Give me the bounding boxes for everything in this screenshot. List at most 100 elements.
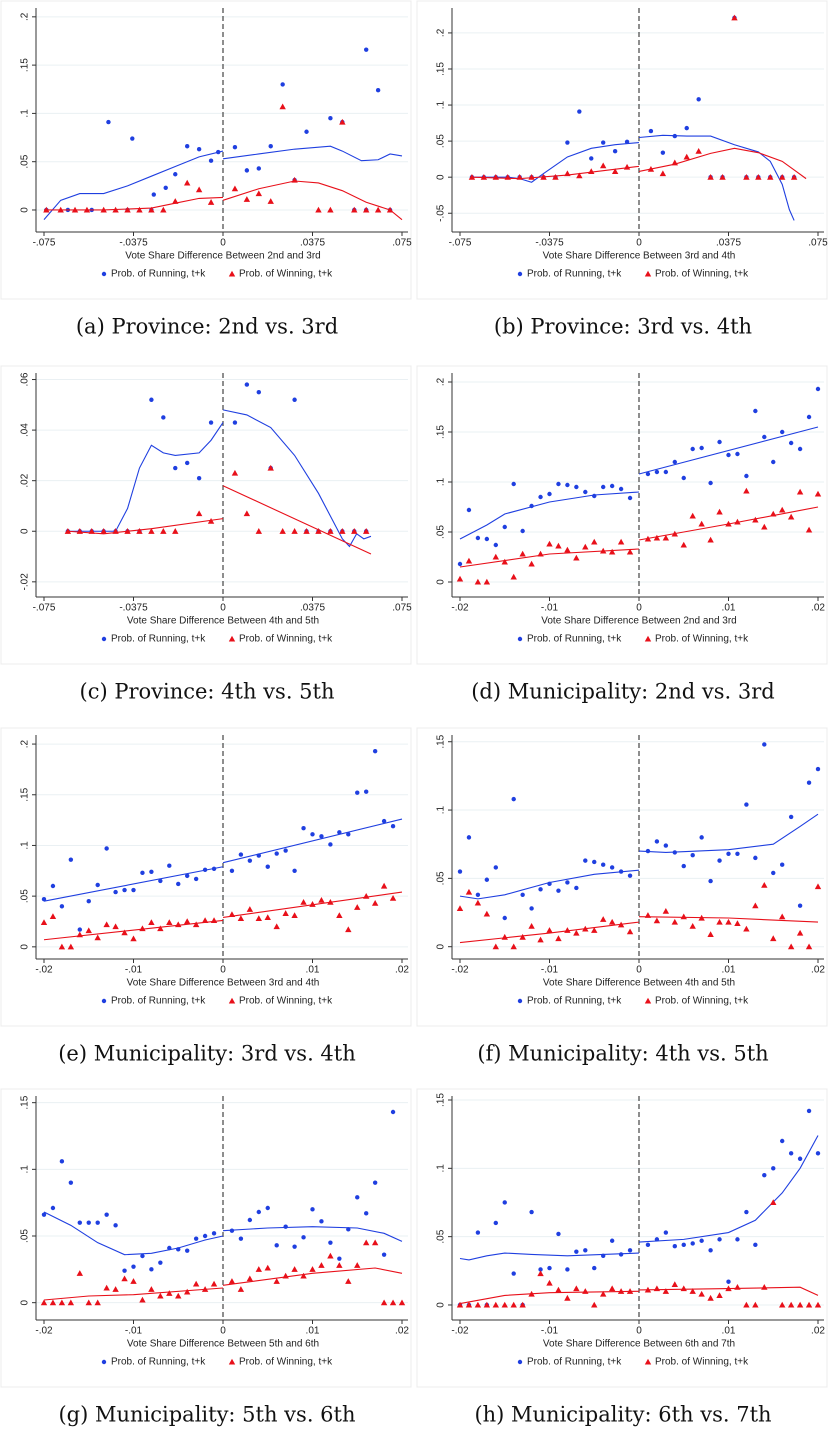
- triangle-point: [653, 1285, 661, 1292]
- dot-point: [583, 858, 588, 863]
- triangle-point: [519, 933, 526, 940]
- triangle-point: [210, 1280, 218, 1287]
- dot-point: [574, 1249, 579, 1254]
- triangle-point: [671, 918, 678, 925]
- y-tick-label: 0: [20, 528, 31, 534]
- dot-point: [372, 748, 378, 754]
- dot-point: [328, 1240, 333, 1245]
- dot-point: [208, 158, 214, 163]
- triangle-point: [175, 921, 182, 928]
- dot-point: [663, 843, 669, 848]
- panel: 0 .05 .1 .15 -.02 -.01 0 .01 .02 Vote Share Diffe…: [0, 1088, 412, 1427]
- dot-point: [101, 636, 107, 642]
- dot-point: [176, 1247, 181, 1252]
- panel-frame: [416, 365, 828, 665]
- triangle-point: [243, 510, 251, 517]
- dot-point: [815, 386, 821, 392]
- dot-point: [238, 1236, 244, 1241]
- triangle-point: [160, 206, 167, 213]
- triangle-point: [644, 635, 652, 642]
- legend-label: Prob. of Running, t+k: [111, 996, 206, 1007]
- panel: 0 .05 .1 .15 .2 -.075 -.0375 0 .0375 .075 Vote Sha…: [0, 0, 412, 339]
- triangle-point: [130, 935, 137, 942]
- dot-point: [618, 869, 624, 874]
- dot-point: [86, 899, 91, 904]
- triangle-point: [100, 206, 107, 213]
- panel: 0 .05 .1 .15 .2 -.02 -.01 0 .01 .02 Vote Share Dif…: [416, 365, 828, 704]
- dot-point: [583, 1248, 588, 1253]
- triangle-point: [380, 1299, 388, 1306]
- triangle-point: [351, 528, 358, 534]
- triangle-point: [573, 929, 580, 936]
- triangle-point: [121, 1275, 128, 1282]
- x-tick-label: -.01: [125, 965, 143, 976]
- legend-label: Prob. of Running, t+k: [527, 269, 622, 280]
- triangle-point: [291, 1266, 298, 1272]
- triangle-point: [546, 1279, 553, 1286]
- dot-point: [511, 796, 516, 802]
- dot-point: [256, 166, 261, 171]
- triangle-point: [88, 528, 95, 534]
- triangle-point: [315, 528, 322, 534]
- dot-point: [104, 1212, 109, 1217]
- triangle-point: [124, 528, 131, 534]
- triangle-point: [662, 1288, 670, 1294]
- y-tick-label: .05: [20, 154, 31, 168]
- triangle-point: [752, 516, 759, 523]
- triangle-point: [528, 173, 535, 180]
- x-tick-label: -.01: [125, 1326, 143, 1337]
- dot-point: [660, 150, 666, 155]
- triangle-point: [734, 1284, 741, 1290]
- triangle-point: [303, 528, 310, 534]
- dot-point: [565, 880, 570, 885]
- dot-point: [77, 927, 83, 932]
- triangle-point: [228, 997, 236, 1004]
- x-axis-title: Vote Share Difference Between 6th and 7t…: [543, 1339, 735, 1350]
- x-axis-title: Vote Share Difference Between 3rd and 4t…: [127, 978, 320, 989]
- dot-point: [95, 882, 100, 888]
- dot-point: [806, 780, 812, 785]
- dot-point: [167, 1245, 172, 1251]
- dot-point: [762, 434, 767, 440]
- triangle-point: [267, 198, 274, 204]
- y-tick-label: .15: [436, 1093, 447, 1107]
- triangle-point: [770, 1199, 777, 1206]
- dot-point: [520, 892, 525, 897]
- y-tick-label: .05: [20, 1229, 31, 1243]
- triangle-point: [148, 206, 155, 213]
- y-tick-label: .1: [20, 1165, 31, 1174]
- dot-point: [708, 1248, 713, 1253]
- y-tick-label: .15: [20, 1095, 31, 1109]
- dot-point: [131, 1264, 136, 1269]
- dot-point: [502, 915, 507, 921]
- panel: -.05 0 .05 .1 .15 .2 -.075 -.0375 0 .0375 .075 Vote…: [416, 0, 828, 339]
- dot-point: [502, 1200, 507, 1205]
- y-tick-label: .05: [436, 871, 447, 885]
- triangle-point: [796, 1301, 804, 1308]
- dot-point: [565, 1267, 570, 1272]
- triangle-point: [767, 173, 774, 180]
- dot-point: [771, 459, 776, 465]
- dot-point: [149, 397, 154, 402]
- triangle-point: [85, 1299, 92, 1306]
- x-tick-label: 0: [636, 1326, 642, 1337]
- dot-point: [627, 1248, 633, 1253]
- dot-point: [493, 542, 498, 548]
- dot-point: [663, 1230, 669, 1235]
- y-tick-label: .1: [20, 109, 31, 118]
- triangle-point: [647, 166, 655, 172]
- triangle-point: [273, 923, 280, 930]
- triangle-point: [731, 14, 738, 21]
- triangle-point: [564, 927, 571, 933]
- triangle-point: [483, 910, 491, 917]
- triangle-point: [474, 578, 482, 585]
- legend-label: Prob. of Running, t+k: [527, 1357, 622, 1368]
- dot-point: [292, 397, 297, 402]
- triangle-point: [130, 1278, 137, 1284]
- dot-point: [140, 1253, 145, 1259]
- triangle-point: [680, 913, 687, 920]
- dot-point: [684, 125, 689, 131]
- y-tick-label: 0: [20, 1299, 31, 1305]
- dot-point: [556, 1231, 561, 1237]
